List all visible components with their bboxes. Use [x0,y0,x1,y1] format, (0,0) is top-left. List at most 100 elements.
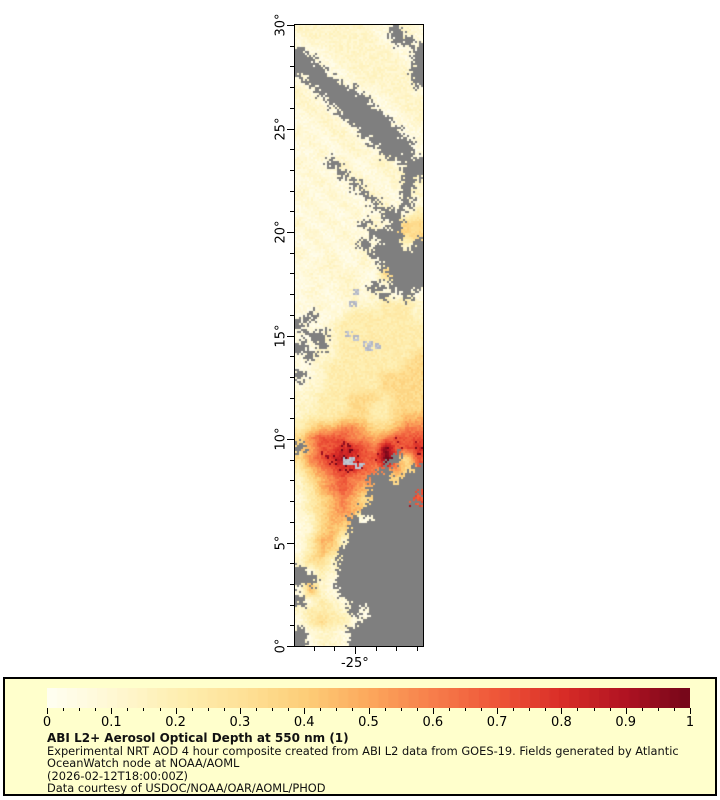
colorbar-major-tick [625,708,627,714]
lon-minor-tick [396,647,397,651]
colorbar-minor-tick [577,708,579,711]
colorbar-minor-tick [448,708,450,711]
colorbar-tick-label: 0.4 [293,715,315,730]
lat-minor-tick [290,46,294,47]
colorbar-minor-tick [593,708,595,711]
lat-minor-tick [290,273,294,274]
lat-minor-tick [290,149,294,150]
lat-minor-tick [290,398,294,399]
legend-box: 0 0.1 0.2 0.3 0.4 0.5 0.6 0.7 0.8 0.9 1 ABI L2+ Ae… [3,677,717,796]
colorbar-major-tick [47,708,48,714]
lat-major-tick [287,646,294,647]
colorbar-minor-tick [223,708,225,711]
colorbar-minor-tick [159,708,161,711]
colorbar-major-tick [690,708,691,714]
colorbar-minor-tick [63,708,65,711]
lat-minor-tick [290,480,294,481]
lat-major-tick [287,232,294,233]
lat-minor-tick [290,294,294,295]
lat-minor-tick [290,108,294,109]
legend-subtitle: Experimental NRT AOD 4 hour composite cr… [47,744,679,771]
lat-minor-tick [290,87,294,88]
lat-tick-label: 30° [273,13,289,37]
colorbar-minor-tick [207,708,209,711]
colorbar-tick-label: 0.8 [551,715,572,730]
colorbar-minor-tick [336,708,338,711]
lat-minor-tick [290,170,294,171]
colorbar-minor-tick [400,708,402,711]
legend-title: ABI L2+ Aerosol Optical Depth at 550 nm … [47,731,349,745]
lat-tick-label: 0° [273,638,289,654]
colorbar-minor-tick [143,708,145,711]
colorbar-major-tick [432,708,434,714]
lat-minor-tick [290,605,294,606]
colorbar-minor-tick [320,708,322,711]
colorbar-minor-tick [255,708,257,711]
colorbar-minor-tick [288,708,290,711]
legend-courtesy: Data courtesy of USDOC/NOAA/OAR/AOML/PHO… [47,781,326,796]
lon-major-tick [355,647,356,654]
legend-timestamp: (2026-02-12T18:00:00Z) [47,768,189,783]
lat-major-tick [287,543,294,544]
colorbar-tick-label: 0.7 [486,715,508,730]
lat-minor-tick [290,315,294,316]
lat-minor-tick [290,66,294,67]
aod-map-canvas [295,25,423,646]
colorbar-minor-tick [545,708,547,711]
colorbar-minor-tick [79,708,81,711]
lat-tick-label: 15° [273,323,289,348]
lat-minor-tick [290,563,294,564]
colorbar-tick-label: 0.6 [422,715,444,730]
lon-minor-tick [314,647,315,651]
lon-minor-tick [334,647,335,651]
colorbar-tick-label: 0.9 [615,715,637,730]
colorbar-major-tick [239,708,241,714]
colorbar-minor-tick [464,708,466,711]
colorbar-major-tick [304,708,306,714]
colorbar-tick-label: 1 [685,715,695,730]
lat-minor-tick [290,356,294,357]
colorbar-minor-tick [127,708,129,711]
lat-minor-tick [290,191,294,192]
colorbar-minor-tick [191,708,193,711]
colorbar-major-tick [111,708,113,714]
colorbar-tick-label: 0.2 [165,715,186,730]
colorbar-minor-tick [352,708,354,711]
lat-tick-label: 25° [273,116,289,141]
colorbar-minor-tick [272,708,274,711]
colorbar-tick-label: 0 [42,715,52,730]
lat-minor-tick [290,522,294,523]
lat-minor-tick [290,584,294,585]
colorbar-minor-tick [416,708,418,711]
colorbar-major-tick [368,708,370,714]
colorbar-minor-tick [384,708,386,711]
lon-minor-tick [376,647,377,651]
colorbar-minor-tick [513,708,515,711]
lat-major-tick [287,25,294,26]
lat-minor-tick [290,460,294,461]
lat-minor-tick [290,625,294,626]
lat-major-tick [287,439,294,440]
colorbar-minor-tick [641,708,643,711]
lat-major-tick [287,129,294,130]
lat-tick-label: 5° [273,535,289,550]
lon-tick-label: -25° [340,656,369,671]
aod-map-plot-area [294,24,424,647]
colorbar-minor-tick [529,708,531,711]
lat-minor-tick [290,377,294,378]
colorbar-minor-tick [609,708,611,711]
lat-major-tick [287,336,294,337]
colorbar-minor-tick [657,708,659,711]
colorbar-tick-label: 0.1 [100,715,122,730]
lat-tick-label: 20° [273,220,289,244]
colorbar-major-tick [497,708,499,714]
lon-minor-tick [417,647,418,651]
lat-minor-tick [290,418,294,419]
lat-minor-tick [290,253,294,254]
colorbar-minor-tick [481,708,483,711]
colorbar-tick-label: 0.3 [229,715,251,730]
colorbar-major-tick [175,708,177,714]
legend-text: ABI L2+ Aerosol Optical Depth at 550 nm … [47,732,713,795]
colorbar-minor-tick [673,708,675,711]
colorbar-canvas [47,688,690,708]
